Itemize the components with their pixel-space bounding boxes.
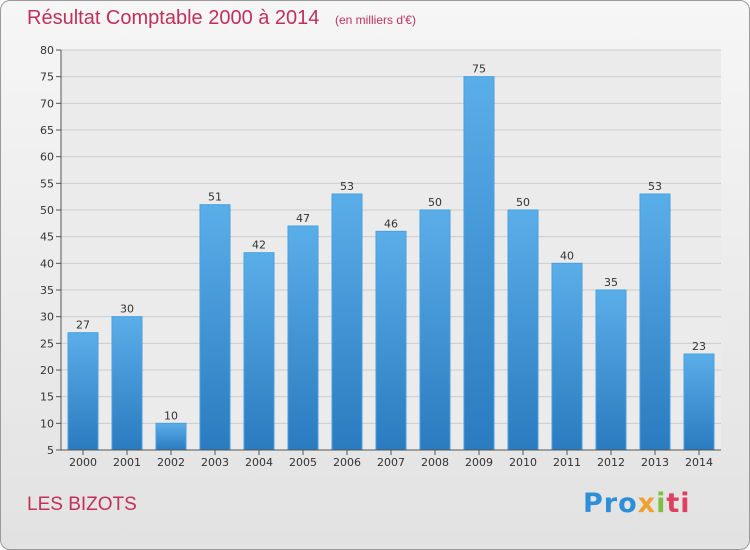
x-tick-label: 2007 xyxy=(377,456,405,469)
y-tick-label: 10 xyxy=(40,417,54,430)
y-tick-label: 55 xyxy=(40,177,54,190)
x-tick-label: 2005 xyxy=(289,456,317,469)
y-tick-label: 65 xyxy=(40,124,54,137)
bar-value-label: 10 xyxy=(164,409,178,422)
bar xyxy=(155,422,187,451)
bar xyxy=(243,252,275,451)
bar-value-label: 75 xyxy=(472,63,486,76)
bar xyxy=(595,289,627,451)
bar xyxy=(375,230,407,451)
bar xyxy=(639,193,671,451)
title-text: Résultat Comptable 2000 à 2014 xyxy=(27,7,320,29)
bar-value-label: 35 xyxy=(604,276,618,289)
bars: 27 30 10 51 42 47 53 46 50 75 50 40 35 53 23 xyxy=(67,63,715,451)
bar-value-label: 53 xyxy=(340,180,354,193)
logo-part-4: ti xyxy=(666,488,691,519)
y-tick-label: 25 xyxy=(40,337,54,350)
bar-value-label: 50 xyxy=(428,196,442,209)
x-tick-label: 2008 xyxy=(421,456,449,469)
y-tick-label: 80 xyxy=(40,44,54,57)
proxiti-logo: Proxiti xyxy=(583,488,691,519)
y-tick-label: 40 xyxy=(40,257,54,270)
bar-value-label: 30 xyxy=(120,303,134,316)
logo-part-1: Pro xyxy=(583,488,638,519)
x-tick-label: 2000 xyxy=(69,456,97,469)
bar xyxy=(287,225,319,451)
y-tick-label: 15 xyxy=(40,391,54,404)
y-tick-label: 50 xyxy=(40,204,54,217)
title-unit: (en milliers d'€) xyxy=(334,13,416,27)
x-axis: 2000 2001 2002 2003 2004 2005 2006 2007 2008 2009… xyxy=(61,449,721,469)
bar xyxy=(111,316,143,451)
y-tick-label: 60 xyxy=(40,151,54,164)
y-tick-label: 5 xyxy=(47,444,54,457)
y-tick-label: 35 xyxy=(40,284,54,297)
chart-title: Résultat Comptable 2000 à 2014 (en milli… xyxy=(27,7,416,30)
bar-value-label: 40 xyxy=(560,249,574,262)
x-tick-label: 2014 xyxy=(685,456,713,469)
commune-name: LES BIZOTS xyxy=(27,494,137,515)
x-tick-label: 2013 xyxy=(641,456,669,469)
y-tick-label: 20 xyxy=(40,364,54,377)
bar xyxy=(683,353,715,451)
logo-part-3: i xyxy=(656,488,667,519)
x-tick-label: 2002 xyxy=(157,456,185,469)
bar xyxy=(419,209,451,451)
bar-value-label: 53 xyxy=(648,180,662,193)
y-tick-label: 45 xyxy=(40,231,54,244)
x-tick-label: 2001 xyxy=(113,456,141,469)
x-tick-label: 2003 xyxy=(201,456,229,469)
bar xyxy=(507,209,539,451)
x-tick-label: 2010 xyxy=(509,456,537,469)
bar xyxy=(331,193,363,451)
x-tick-label: 2006 xyxy=(333,456,361,469)
y-axis: 5 10 15 20 25 30 35 40 45 50 55 60 65 70 75 80 xyxy=(40,44,62,457)
bar-value-label: 51 xyxy=(208,191,222,204)
y-tick-label: 70 xyxy=(40,97,54,110)
bar-value-label: 27 xyxy=(76,319,90,332)
x-tick-label: 2011 xyxy=(553,456,581,469)
bar xyxy=(463,76,495,451)
bar-value-label: 46 xyxy=(384,217,398,230)
logo-part-2: x xyxy=(637,488,657,519)
x-tick-label: 2012 xyxy=(597,456,625,469)
bar xyxy=(551,262,583,451)
x-tick-label: 2009 xyxy=(465,456,493,469)
y-tick-label: 30 xyxy=(40,311,54,324)
bar-value-label: 23 xyxy=(692,340,706,353)
bar xyxy=(199,204,231,451)
bar-value-label: 47 xyxy=(296,212,310,225)
x-tick-label: 2004 xyxy=(245,456,273,469)
bar-value-label: 42 xyxy=(252,239,266,252)
y-tick-label: 75 xyxy=(40,71,54,84)
bar-value-label: 50 xyxy=(516,196,530,209)
bar xyxy=(67,332,99,451)
